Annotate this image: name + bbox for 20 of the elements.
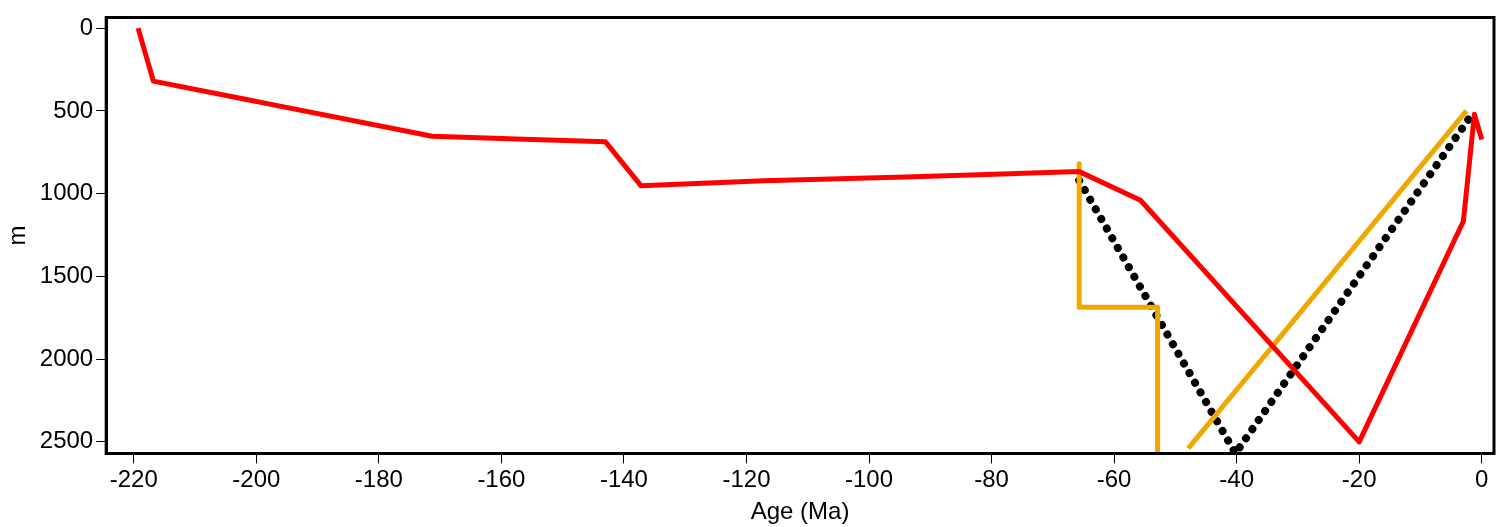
y-tick-label: 0	[79, 12, 94, 40]
x-tick-label: -160	[477, 465, 526, 493]
y-tick-label: 2500	[39, 426, 94, 454]
x-tick-label: 0	[1475, 465, 1489, 493]
y-tick-label: 2000	[39, 343, 94, 371]
y-tick-label: 1500	[39, 260, 94, 288]
x-axis-title: Age (Ma)	[750, 497, 850, 525]
x-tick-label: -100	[845, 465, 894, 493]
x-tick-label: -40	[1219, 465, 1254, 493]
y-tick-label: 1000	[39, 178, 94, 206]
x-tick-label: -180	[354, 465, 403, 493]
x-tick-label: -20	[1341, 465, 1377, 493]
y-tick-label: 500	[53, 95, 94, 123]
x-tick-label: -80	[974, 465, 1009, 493]
x-tick-label: -220	[109, 465, 158, 493]
x-tick-label: -140	[599, 465, 648, 493]
x-tick-label: -120	[722, 465, 771, 493]
x-tick-label: -200	[232, 465, 281, 493]
y-axis-title: m	[3, 225, 31, 246]
x-tick-label: -60	[1096, 465, 1132, 493]
